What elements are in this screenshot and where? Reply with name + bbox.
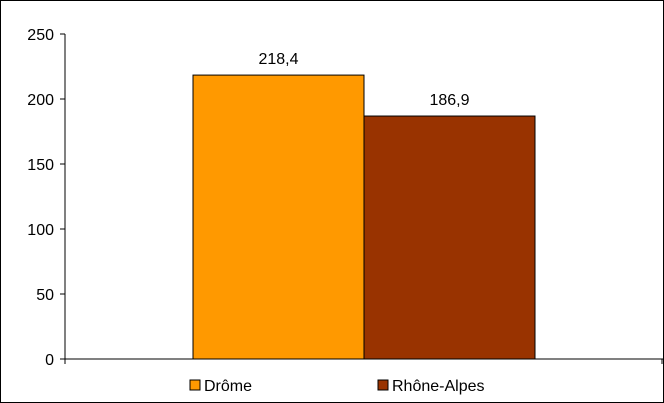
bars (192, 74, 536, 360)
y-tick-label: 100 (27, 222, 54, 239)
x-axis (64, 358, 663, 364)
y-tick-label: 250 (27, 27, 54, 44)
data-labels: 218,4 186,9 (258, 51, 469, 109)
y-tick-label: 200 (27, 92, 54, 109)
y-axis: 0 50 100 150 200 250 (27, 27, 66, 369)
bar-dr-me (192, 74, 365, 360)
y-tick-label: 0 (45, 352, 54, 369)
bar-rh-ne-alpes (363, 115, 536, 360)
y-tick-label: 150 (27, 157, 54, 174)
legend-swatch (189, 379, 201, 391)
data-label: 218,4 (258, 51, 298, 68)
legend-swatch (377, 379, 389, 391)
legend: Drôme Rhône-Alpes (189, 378, 485, 395)
data-label: 186,9 (429, 92, 469, 109)
legend-label: Rhône-Alpes (392, 378, 485, 395)
legend-label: Drôme (204, 378, 252, 395)
y-tick-label: 50 (36, 287, 54, 304)
